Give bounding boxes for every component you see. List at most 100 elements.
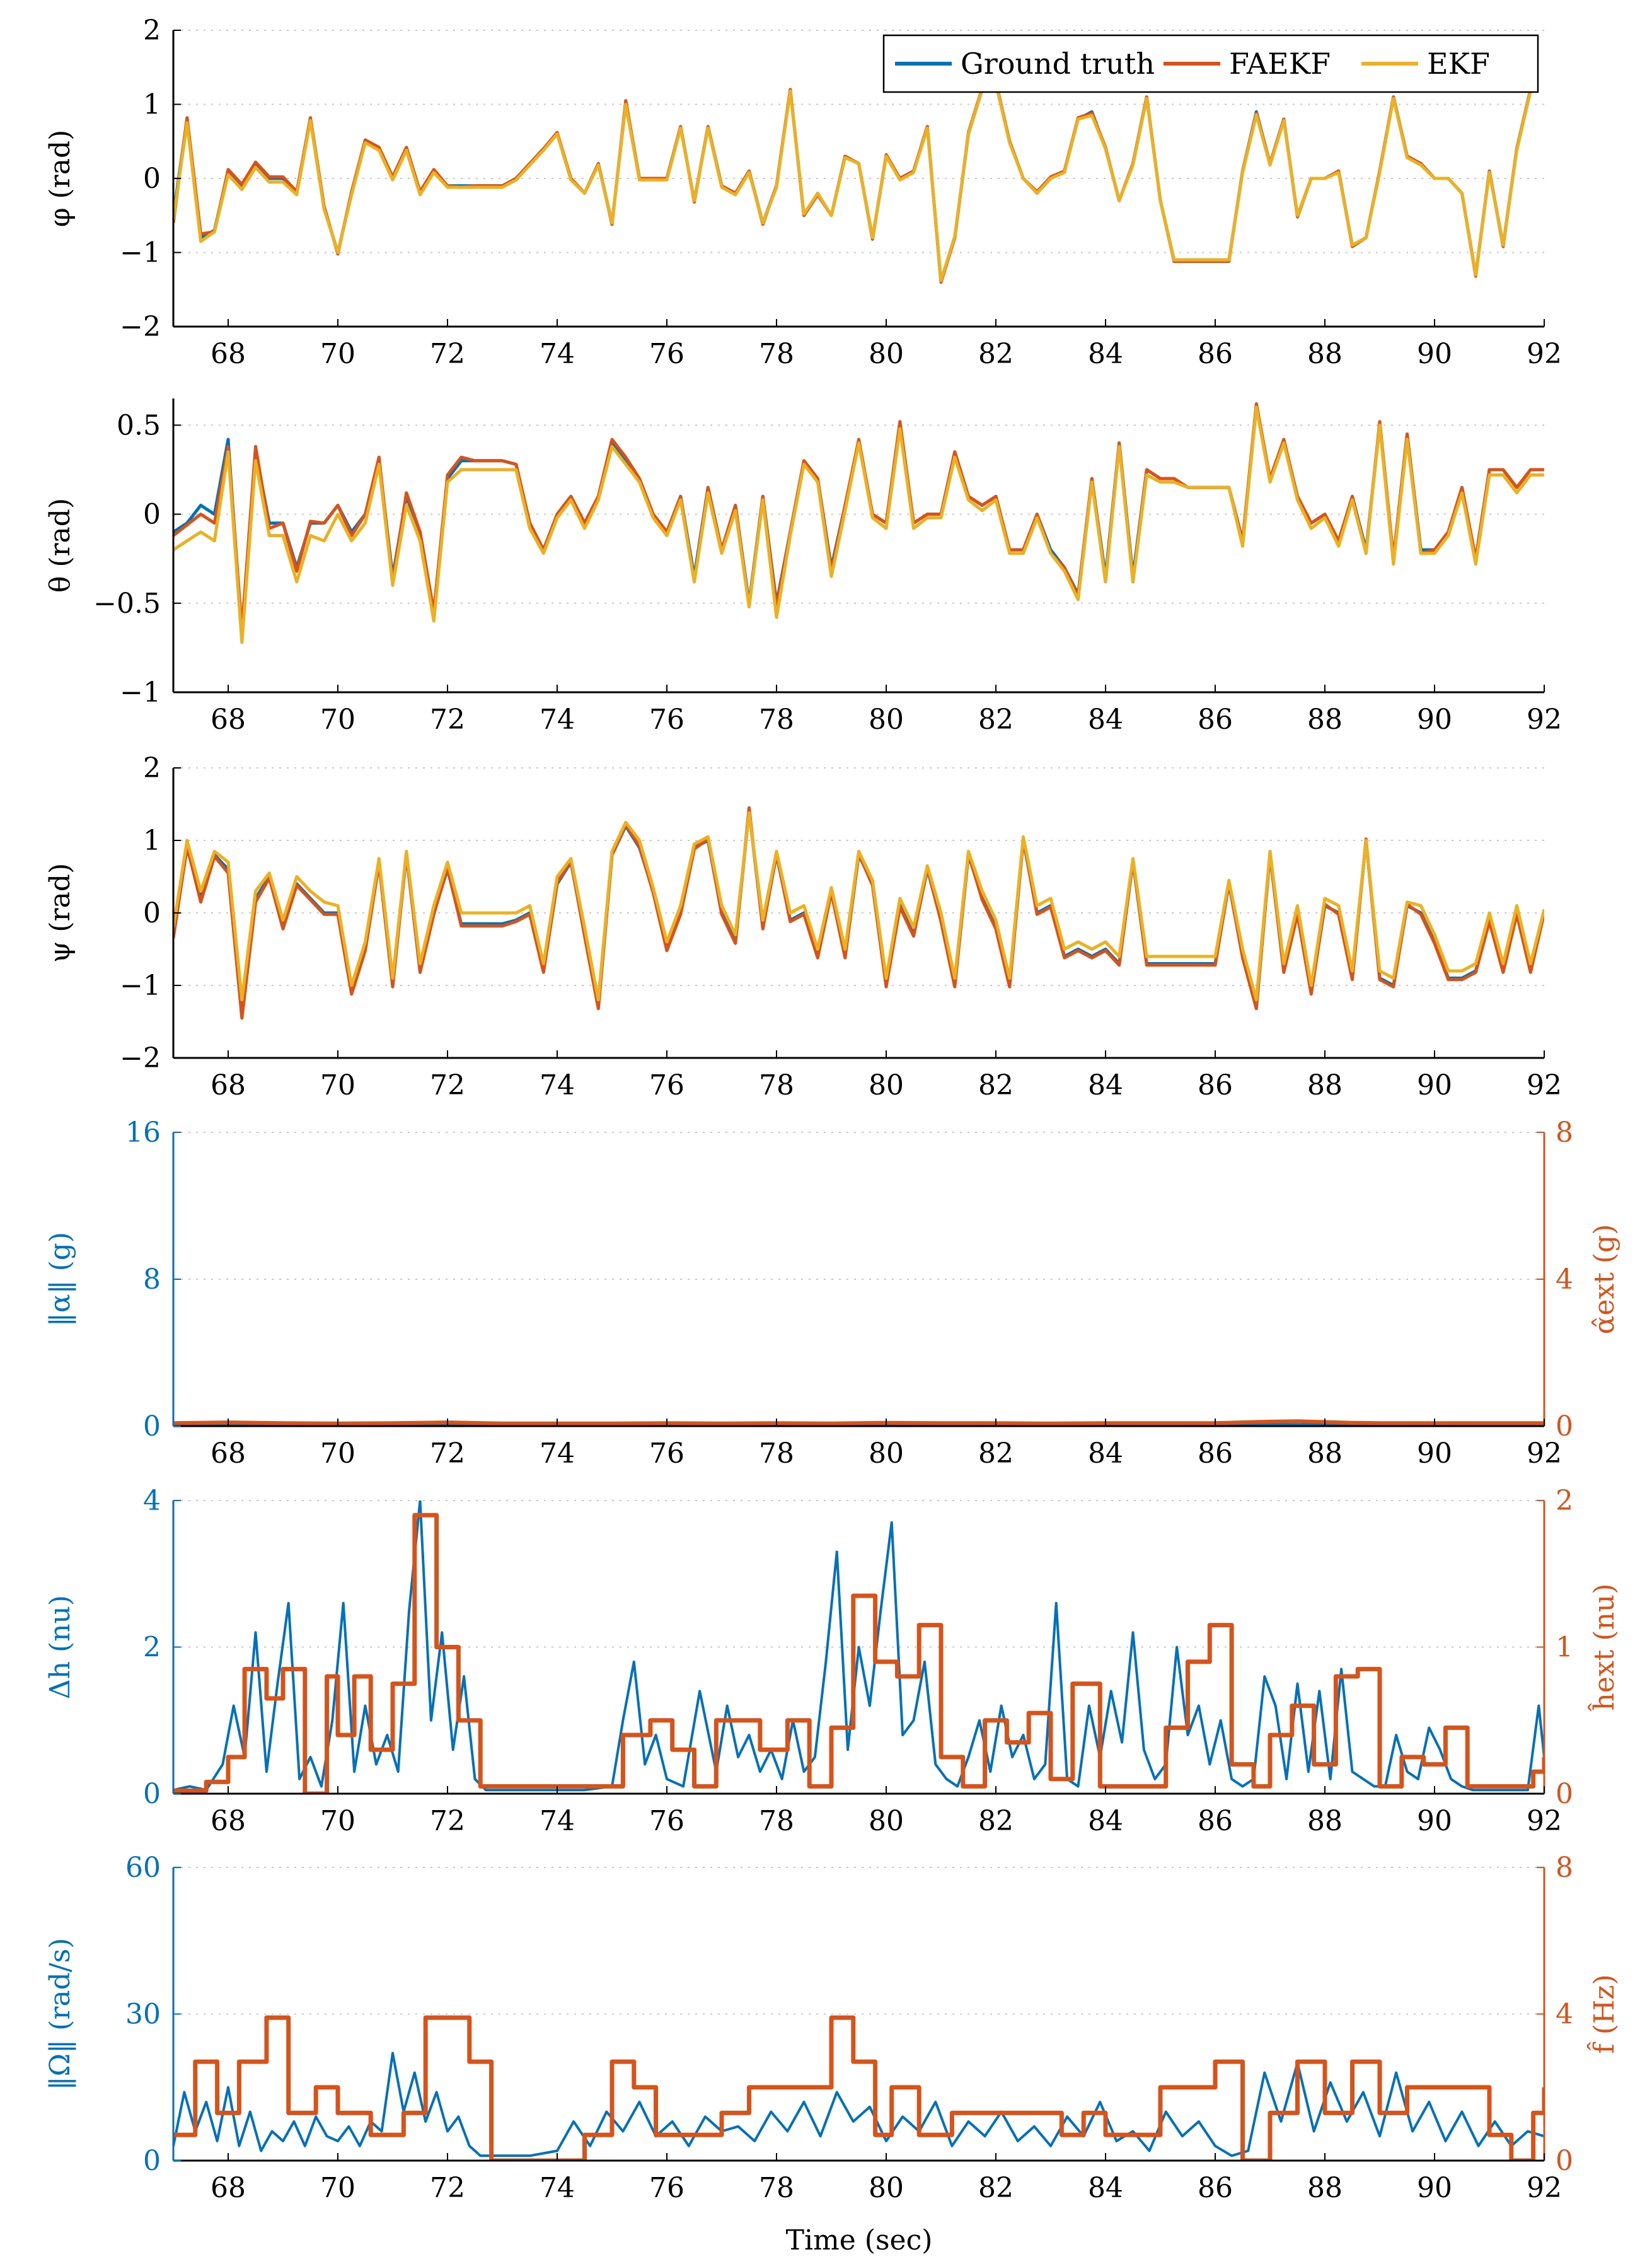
x-tick-label: 74 xyxy=(540,1069,575,1101)
y-axis-label: ‖Ω‖ (rad/s) xyxy=(44,1938,76,2091)
series-ekf xyxy=(173,405,1544,644)
panel-omega: 0 4 8 f̂ (Hz) 0 30 60 68 70 72 74 76 78 80 82 84 86 88 90 9… xyxy=(44,1852,1620,2204)
x-tick-label: 88 xyxy=(1307,1069,1343,1101)
x-tick-label: 92 xyxy=(1527,338,1562,370)
x-tick-label: 78 xyxy=(759,1437,794,1470)
y-axis-label: ‖α‖ (g) xyxy=(44,1232,76,1326)
y-tick-label: 1 xyxy=(143,825,161,857)
right-tick-label: 4 xyxy=(1556,1263,1573,1296)
series-faekf xyxy=(173,80,1532,284)
x-tick-label: 80 xyxy=(869,1069,904,1101)
y-axis-label: Δh (nu) xyxy=(44,1595,76,1699)
x-tick-label: 84 xyxy=(1088,1069,1123,1101)
x-tick-label: 82 xyxy=(978,2172,1014,2204)
y-tick-label: 30 xyxy=(125,1999,161,2031)
x-tick-label: 78 xyxy=(759,1069,794,1101)
series-group xyxy=(173,2015,1544,2161)
x-tick-label: 88 xyxy=(1307,338,1343,370)
x-tick-label: 70 xyxy=(320,1069,355,1101)
legend: Ground truth FAEKF EKF xyxy=(882,34,1539,93)
y-tick-label: 0 xyxy=(143,2145,161,2177)
x-tick-label: 92 xyxy=(1527,2172,1562,2204)
y-axis-label: φ (rad) xyxy=(44,130,76,228)
x-tick-label: 90 xyxy=(1417,2172,1452,2204)
y-axis-label: θ (rad) xyxy=(44,498,76,593)
series-ground-truth xyxy=(173,80,1532,284)
x-tick-label: 74 xyxy=(540,2172,575,2204)
series-left xyxy=(173,1501,1544,1792)
x-axis-label: Time (sec) xyxy=(786,2224,933,2256)
x-tick-label: 70 xyxy=(320,2172,355,2204)
y-tick-label: 0 xyxy=(143,897,161,929)
x-tick-label: 86 xyxy=(1198,2172,1233,2204)
right-tick-label: 0 xyxy=(1556,1410,1573,1443)
x-tick-label: 70 xyxy=(320,1437,355,1470)
x-tick-label: 86 xyxy=(1198,704,1233,736)
panel-dh: 0 1 2 ĥext (nu) 0 2 4 68 70 72 74 76 78 80 82 84 86 88 90 9… xyxy=(44,1485,1620,1837)
x-tick-label: 86 xyxy=(1198,338,1233,370)
x-tick-label: 72 xyxy=(430,1069,465,1101)
x-tick-label: 68 xyxy=(211,1437,246,1470)
series-left xyxy=(173,2052,1544,2157)
x-tick-label: 76 xyxy=(649,1437,684,1470)
series-ekf xyxy=(173,82,1532,282)
y-tick-label: −1 xyxy=(120,676,161,709)
x-tick-label: 86 xyxy=(1198,1437,1233,1470)
x-tick-label: 90 xyxy=(1417,704,1452,736)
x-tick-label: 72 xyxy=(430,1805,465,1837)
x-tick-label: 78 xyxy=(759,338,794,370)
y-tick-label: −1 xyxy=(120,970,161,1002)
x-tick-label: 90 xyxy=(1417,1437,1452,1470)
x-tick-label: 90 xyxy=(1417,338,1452,370)
series-faekf xyxy=(173,402,1544,632)
series-right xyxy=(173,1419,1544,1425)
x-tick-label: 92 xyxy=(1527,1437,1562,1470)
y-tick-label: 2 xyxy=(143,15,161,47)
x-tick-label: 78 xyxy=(759,2172,794,2204)
x-tick-label: 92 xyxy=(1527,1805,1562,1837)
x-tick-label: 82 xyxy=(978,1805,1014,1837)
y-axis-label: ψ (rad) xyxy=(44,863,76,963)
panel-phi: −2 −1 0 1 2 68 70 72 74 76 78 80 82 84 86 88 90 92 φ (rad)… xyxy=(44,15,1562,370)
y-tick-label: 0 xyxy=(143,163,161,195)
right-tick-label: 4 xyxy=(1556,1999,1573,2031)
x-tick-label: 70 xyxy=(320,704,355,736)
series-group xyxy=(173,806,1544,1020)
series-group xyxy=(173,80,1532,284)
legend-label-ekf: EKF xyxy=(1427,47,1490,81)
series-group xyxy=(173,1501,1544,1794)
x-tick-label: 74 xyxy=(540,1437,575,1470)
x-tick-label: 72 xyxy=(430,2172,465,2204)
x-tick-label: 88 xyxy=(1307,1437,1343,1470)
x-tick-label: 84 xyxy=(1088,704,1123,736)
x-tick-label: 84 xyxy=(1088,338,1123,370)
x-tick-label: 72 xyxy=(430,704,465,736)
x-tick-label: 72 xyxy=(430,338,465,370)
x-tick-label: 76 xyxy=(649,1805,684,1837)
x-tick-label: 78 xyxy=(759,704,794,736)
x-tick-label: 92 xyxy=(1527,1069,1562,1101)
x-tick-label: 82 xyxy=(978,1069,1014,1101)
y-tick-label: 2 xyxy=(143,1632,161,1664)
x-tick-label: 80 xyxy=(869,1437,904,1470)
y-tick-label: 0.5 xyxy=(117,409,161,441)
right-tick-label: 8 xyxy=(1556,1117,1573,1149)
y-tick-label: 1 xyxy=(143,89,161,121)
x-tick-label: 88 xyxy=(1307,2172,1343,2204)
x-tick-label: 76 xyxy=(649,1069,684,1101)
x-tick-label: 90 xyxy=(1417,1805,1452,1837)
x-tick-label: 82 xyxy=(978,704,1014,736)
series-right xyxy=(173,1512,1544,1794)
x-tick-label: 84 xyxy=(1088,1437,1123,1470)
x-tick-label: 68 xyxy=(211,1069,246,1101)
x-tick-label: 84 xyxy=(1088,2172,1123,2204)
y-tick-label: 0 xyxy=(143,499,161,531)
x-tick-label: 68 xyxy=(211,704,246,736)
y-tick-label: −1 xyxy=(120,237,161,269)
right-tick-label: 0 xyxy=(1556,2145,1573,2177)
right-tick-label: 8 xyxy=(1556,1852,1573,1884)
y-tick-label: −0.5 xyxy=(93,588,161,620)
x-tick-label: 80 xyxy=(869,1805,904,1837)
right-axis-label: α̂ext (g) xyxy=(1588,1224,1620,1335)
